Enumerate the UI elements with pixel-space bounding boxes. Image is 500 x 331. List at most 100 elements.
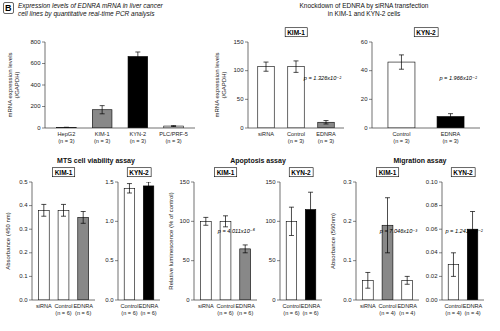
text-line: siRNA [258, 131, 274, 137]
text-line: (n = 6) [302, 310, 318, 316]
y-tick [439, 252, 442, 253]
panel-title: KIM-1 [287, 29, 305, 36]
x-tick-label: EDNRA(n = 3) [441, 131, 461, 144]
x-tick-label: Control(n = 3) [392, 131, 410, 144]
text-line: EDNRA [441, 131, 461, 137]
text-line: (n = 3) [318, 138, 334, 144]
plot-area [388, 55, 464, 128]
y-tick [277, 182, 280, 183]
plot-area [38, 204, 88, 300]
x-axis-line [194, 300, 257, 301]
plot-area [57, 52, 184, 128]
text-line: (n = 3) [165, 138, 181, 144]
y-tick-label: 50 [237, 96, 244, 102]
text-line: HepG2 [58, 131, 76, 137]
error-bar [308, 192, 313, 227]
panel-title-box [215, 168, 237, 177]
y-tick-label: 150 [233, 39, 244, 45]
x-tick-label: Control(n = 6) [54, 303, 72, 316]
y-axis-line [194, 182, 195, 300]
panel-title: KIM-1 [55, 169, 73, 176]
x-tick-label: EDNRA(n = 3) [316, 131, 336, 144]
panel: 0.00.51.01.5Control(n = 6)EDNRA(n = 6)KY… [105, 168, 160, 316]
y-tick [42, 42, 45, 43]
y-tick [29, 182, 32, 183]
p-value: p = 1.326x10⁻² [303, 75, 342, 81]
text-line: (n = 4) [399, 310, 415, 316]
text-line: (n = 3) [393, 138, 409, 144]
y-tick [42, 128, 45, 129]
bar [240, 249, 251, 300]
text-line: MTS cell viability assay [57, 157, 135, 165]
x-tick-label: Control(n = 4) [444, 303, 462, 316]
panel: 050100150siRNAControl(n = 3)EDNRA(n = 3)… [213, 2, 429, 144]
bar [200, 221, 211, 300]
panel: 0.000.020.040.060.080.10Control(n = 4)ED… [426, 168, 484, 316]
text-line: (n = 6) [283, 310, 299, 316]
x-axis-line [118, 300, 160, 301]
text-line: Control [392, 131, 410, 137]
panel: 0.00.10.20.3siRNAControl(n = 4)EDNRA(n =… [330, 157, 447, 316]
text-line: (n = 6) [121, 310, 137, 316]
y-axis-line [118, 182, 119, 300]
text-line: KYN-2 [130, 131, 146, 137]
y-tick-label: 0.0 [105, 297, 114, 303]
bar [124, 188, 135, 300]
text-line: (n = 4) [464, 310, 480, 316]
x-tick-label: KIM-1(n = 3) [94, 131, 110, 144]
plot-area [448, 212, 478, 301]
text-line: KIM-1 [95, 131, 110, 137]
panel-title: KIM-1 [217, 169, 235, 176]
y-tick [353, 260, 356, 261]
y-tick [277, 221, 280, 222]
section-title: Migration assay [394, 157, 447, 165]
y-tick-label: 100 [265, 218, 276, 224]
panel-title-box [414, 28, 438, 37]
panel-title-group: KIM-1 [377, 168, 399, 177]
bar [58, 210, 69, 300]
panel-title-box [127, 168, 151, 177]
y-tick-label: 0.3 [19, 226, 28, 232]
text-line: EDNRA [316, 131, 336, 137]
y-tick [115, 221, 118, 222]
y-tick-label: 0.4 [19, 202, 28, 208]
panel: 0200400600800HepG2(n = 3)KIM-1(n = 3)KYN… [4, 2, 196, 144]
error-bar [223, 216, 228, 227]
y-tick [29, 205, 32, 206]
y-tick-label: 0 [272, 297, 276, 303]
x-tick-label: siRNA [258, 131, 274, 137]
x-tick-label: HepG2(n = 3) [58, 131, 76, 144]
x-axis-line [372, 128, 480, 129]
y-tick-label: 100 [179, 218, 190, 224]
y-axis-label: mRNA expression levels(/GAPDH) [213, 52, 226, 117]
text-line: Control [444, 303, 462, 309]
x-axis-line [280, 300, 322, 301]
text-line: Absorbance (560nm) [330, 213, 336, 269]
x-tick-label: EDNRA(n = 6) [139, 303, 159, 316]
panel-letter-group: B [4, 3, 14, 14]
y-tick-label: 0.5 [105, 257, 114, 263]
panel-title-group: KYN-2 [451, 168, 475, 177]
y-tick-label: 0.02 [426, 273, 438, 279]
bar [128, 57, 148, 128]
x-axis-line [32, 300, 95, 301]
bar [258, 67, 275, 128]
panel-title: KYN-2 [129, 169, 149, 176]
error-bar [399, 55, 404, 69]
x-axis-line [442, 300, 484, 301]
y-tick [29, 252, 32, 253]
bar [78, 217, 89, 300]
y-tick [115, 182, 118, 183]
panel-title: KIM-1 [379, 169, 397, 176]
text-line: (n = 3) [130, 138, 146, 144]
y-tick [191, 221, 194, 222]
error-bar [127, 184, 132, 193]
panel-title-box [285, 28, 307, 37]
text-line: (n = 4) [379, 310, 395, 316]
y-tick [191, 260, 194, 261]
y-tick [245, 42, 248, 43]
error-bar [448, 114, 453, 120]
panel-title-box [377, 168, 399, 177]
text-line: mRNA expression levels [6, 52, 12, 117]
y-tick [353, 300, 356, 301]
